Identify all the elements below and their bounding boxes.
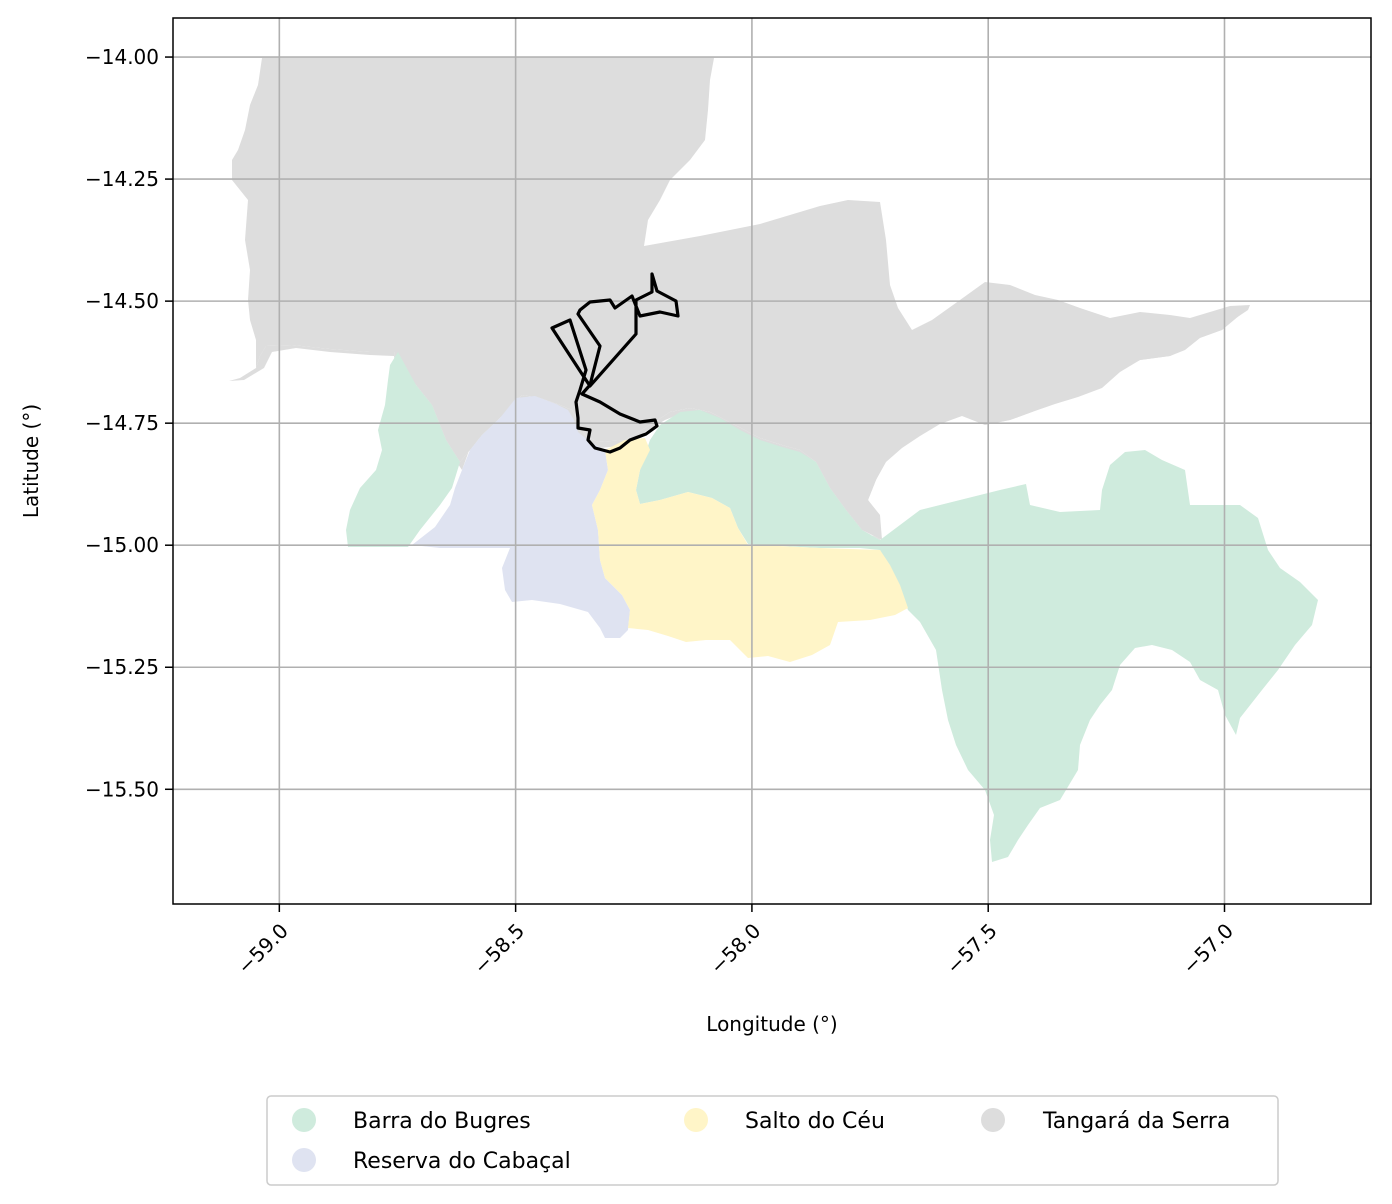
y-tick-label: −14.25 bbox=[85, 167, 159, 191]
route-line bbox=[550, 272, 680, 454]
y-tick-label: −14.50 bbox=[85, 289, 159, 313]
y-tick-label: −15.00 bbox=[85, 533, 159, 557]
x-tick-label: −57.0 bbox=[1178, 919, 1238, 979]
x-tick-label: −57.5 bbox=[941, 919, 1001, 979]
legend-label-tangara-da-serra: Tangará da Serra bbox=[1042, 1109, 1230, 1134]
route-layer bbox=[550, 272, 680, 454]
x-tick-label: −58.0 bbox=[705, 919, 765, 979]
region-reserva-do-cabacal-shape bbox=[412, 396, 630, 638]
region-barra-do-bugres-shape bbox=[636, 410, 1318, 862]
legend-label-reserva-do-cabacal: Reserva do Cabaçal bbox=[353, 1149, 571, 1174]
x-tick-label: −59.0 bbox=[233, 919, 293, 979]
legend-marker-barra-do-bugres bbox=[292, 1108, 316, 1132]
x-axis-label: Longitude (°) bbox=[706, 1012, 837, 1036]
legend: Barra do Bugres Reserva do Cabaçal Salto… bbox=[266, 1095, 1279, 1186]
region-salto-do-ceu-shape bbox=[592, 438, 908, 662]
legend-marker-salto-do-ceu bbox=[684, 1108, 708, 1132]
x-tick-label: −58.5 bbox=[469, 919, 529, 979]
legend-box bbox=[266, 1095, 1279, 1186]
y-tick-label: −14.75 bbox=[85, 411, 159, 435]
legend-label-barra-do-bugres: Barra do Bugres bbox=[353, 1109, 531, 1134]
legend-label-salto-do-ceu: Salto do Céu bbox=[745, 1109, 885, 1134]
y-axis-label: Latitude (°) bbox=[19, 404, 43, 518]
legend-marker-reserva-do-cabacal bbox=[292, 1148, 316, 1172]
y-tick-label: −15.25 bbox=[85, 655, 159, 679]
plot-frame bbox=[172, 17, 1372, 905]
y-tick-label: −14.00 bbox=[85, 45, 159, 69]
grid-lines bbox=[173, 18, 1371, 904]
legend-marker-tangara-da-serra bbox=[981, 1108, 1005, 1132]
region-barra-do-bugres-shape bbox=[346, 352, 460, 547]
y-tick-label: −15.50 bbox=[85, 777, 159, 801]
